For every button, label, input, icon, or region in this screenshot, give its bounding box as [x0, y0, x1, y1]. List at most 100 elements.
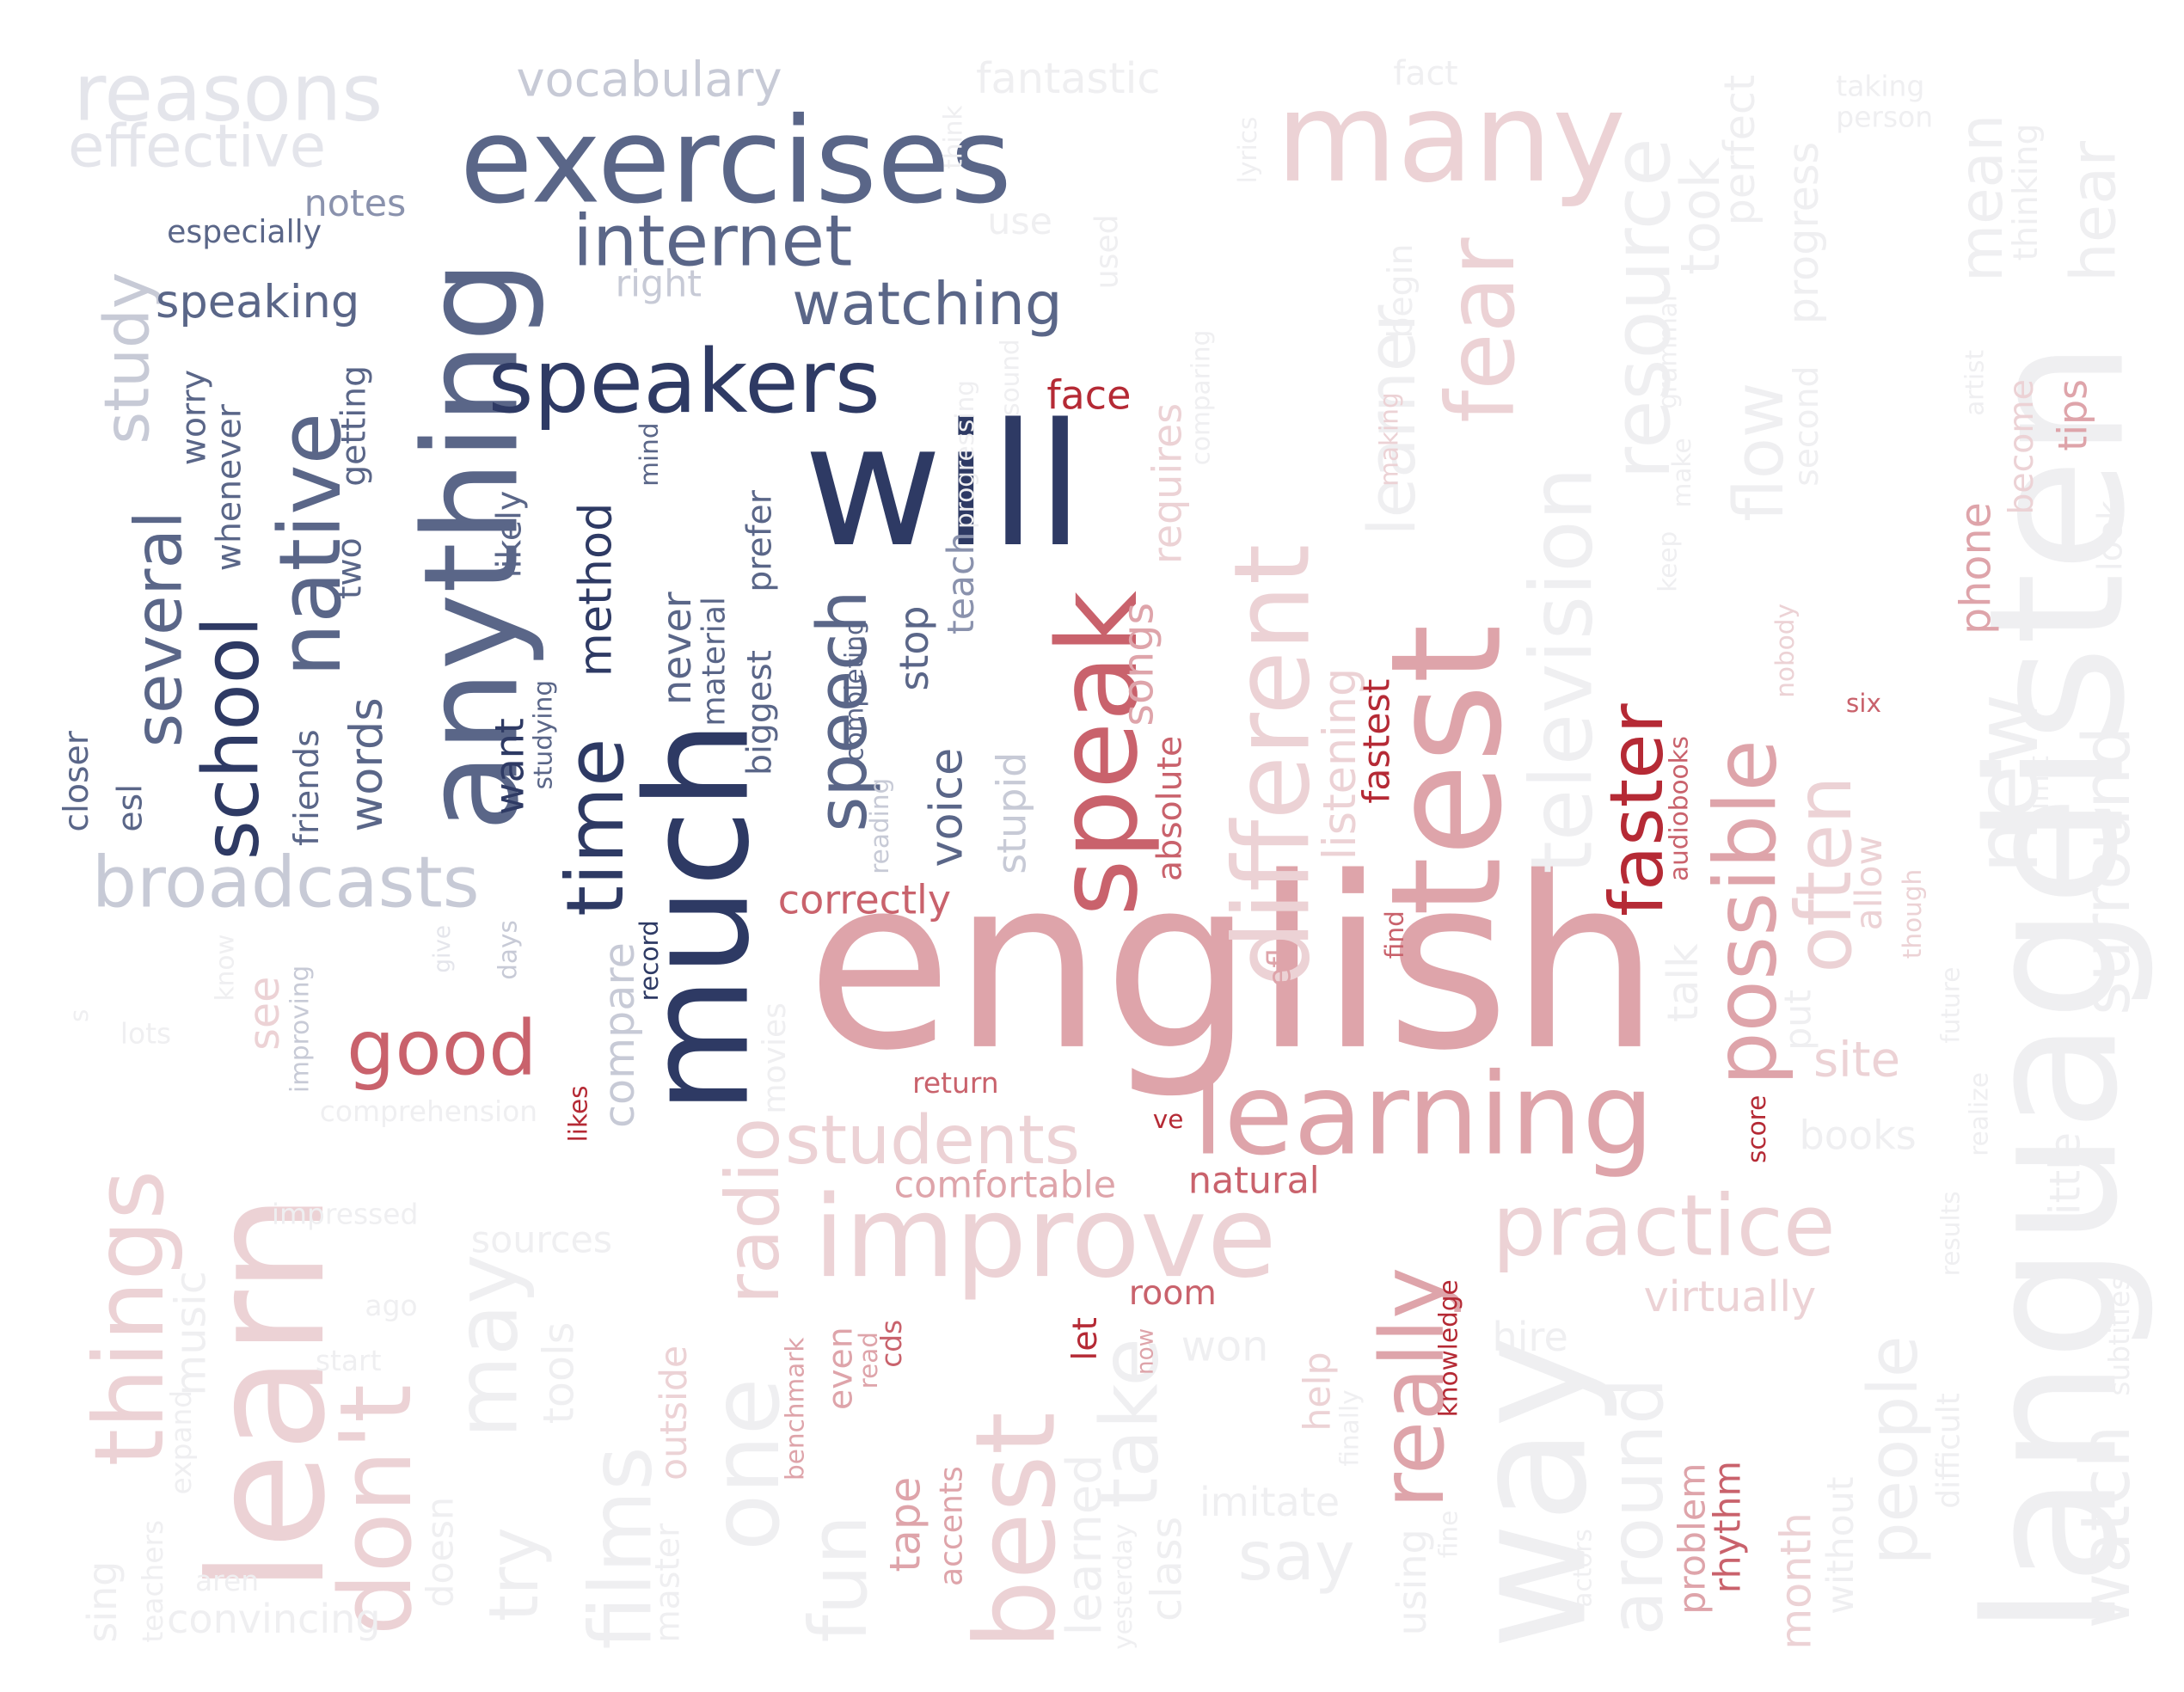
- word-hire: hire: [1493, 1314, 1568, 1360]
- word-especially: especially: [167, 213, 322, 250]
- word-correctly: correctly: [778, 877, 951, 923]
- word-requires: requires: [1144, 403, 1191, 564]
- word-virtually: virtually: [1644, 1272, 1817, 1321]
- word-return: return: [912, 1067, 999, 1100]
- word-progressing: progressing: [950, 380, 979, 529]
- word-people: people: [1854, 1336, 1933, 1566]
- word-radio: radio: [711, 1118, 796, 1304]
- word-rhythm: rhythm: [1706, 1461, 1749, 1593]
- word-imitate: imitate: [1199, 1479, 1340, 1525]
- word-lots: lots: [120, 1018, 171, 1051]
- word-method: method: [570, 503, 623, 677]
- word-score: score: [1742, 1095, 1771, 1163]
- word-perfect: perfect: [1715, 75, 1764, 226]
- word-problem: problem: [1671, 1462, 1714, 1614]
- word-even: even: [820, 1327, 860, 1410]
- word-often: often: [1780, 776, 1868, 972]
- word-person: person: [1836, 101, 1933, 134]
- word-record: record: [635, 920, 664, 1001]
- word-ve: ve: [1153, 1105, 1184, 1134]
- word-taking: taking: [1836, 70, 1924, 103]
- word-listen: listen: [1949, 340, 2166, 846]
- word-really: really: [1362, 1267, 1464, 1509]
- word-television: television: [1514, 467, 1612, 874]
- word-keep: keep: [1653, 531, 1682, 592]
- word-face: face: [1046, 372, 1131, 419]
- word-hear: hear: [2058, 141, 2130, 282]
- word-using: using: [1389, 1529, 1435, 1635]
- word-music: music: [165, 1271, 215, 1395]
- word-study: study: [92, 272, 164, 444]
- word-artist: artist: [1960, 350, 1989, 416]
- word-two: two: [329, 537, 369, 599]
- word-esl: esl: [110, 784, 150, 832]
- word-subtitles: subtitles: [2103, 1276, 2136, 1396]
- word-find: find: [1380, 910, 1409, 959]
- word-think: think: [939, 105, 968, 169]
- word-tape: tape: [880, 1477, 929, 1572]
- word-comprehension: comprehension: [320, 1095, 537, 1128]
- word-studying: studying: [529, 680, 558, 789]
- word-making: making: [1374, 392, 1403, 487]
- word-fact: fact: [1393, 53, 1457, 93]
- word-movies: movies: [756, 1002, 793, 1114]
- word-broadcasts: broadcasts: [92, 843, 480, 924]
- word-without: without: [1819, 1477, 1862, 1615]
- word-language: language: [1947, 795, 2157, 1635]
- word-site: site: [1813, 1032, 1900, 1088]
- word-english: english: [807, 827, 1660, 1103]
- word-actors: actors: [1568, 1529, 1598, 1607]
- word-watch: watch: [2066, 1425, 2145, 1629]
- word-sources: sources: [471, 1218, 612, 1261]
- word-right: right: [616, 262, 702, 305]
- word-notes: notes: [304, 182, 407, 225]
- word-won: won: [1181, 1321, 1269, 1371]
- word-took: took: [1669, 157, 1732, 275]
- word-anything: anything: [396, 260, 547, 831]
- word-absolute: absolute: [1150, 736, 1190, 881]
- word-convincing: convincing: [167, 1596, 380, 1642]
- word-results: results: [1936, 1191, 1965, 1276]
- word-students: students: [785, 1100, 1080, 1180]
- word-finally: finally: [1334, 1389, 1364, 1466]
- word-speech: speech: [803, 591, 882, 832]
- word-getting: getting: [334, 365, 373, 487]
- word-test: test: [1358, 624, 1536, 916]
- word-six: six: [1846, 689, 1881, 718]
- word-films: films: [574, 1446, 672, 1649]
- word-never: never: [653, 592, 700, 705]
- word-different: different: [1212, 544, 1334, 987]
- word-material: material: [695, 597, 732, 726]
- word-say: say: [1237, 1517, 1354, 1596]
- word-second: second: [1787, 365, 1826, 486]
- word-comparing: comparing: [1186, 330, 1215, 466]
- word-future: future: [1936, 967, 1965, 1044]
- word-read: read: [854, 1332, 883, 1389]
- word-cds: cds: [875, 1320, 908, 1368]
- word-things: things: [74, 1170, 186, 1467]
- word-many: many: [1276, 66, 1626, 211]
- word-difficult: difficult: [1929, 1393, 1966, 1509]
- word-help: help: [1296, 1352, 1339, 1431]
- word-reasons: reasons: [74, 47, 383, 139]
- word-benchmark: benchmark: [780, 1337, 809, 1480]
- word-efl: efl: [1261, 948, 1298, 987]
- word-books: books: [1800, 1113, 1917, 1159]
- word-begin: begin: [1381, 244, 1420, 339]
- word-audiobooks: audiobooks: [1665, 736, 1694, 881]
- word-class: class: [1142, 1517, 1192, 1622]
- word-make: make: [1667, 438, 1696, 507]
- word-start: start: [316, 1345, 382, 1377]
- word-mean: mean: [1948, 114, 2016, 282]
- word-fun: fun: [793, 1515, 885, 1643]
- word-teachers: teachers: [137, 1520, 169, 1643]
- word-speak: speak: [1034, 591, 1163, 916]
- word-mind: mind: [635, 422, 664, 486]
- word-expand: expand: [165, 1390, 198, 1495]
- word-possible: possible: [1697, 739, 1795, 1086]
- word-now: now: [1133, 1328, 1159, 1375]
- word-realize: realize: [1964, 1072, 1993, 1156]
- word-ago: ago: [365, 1290, 417, 1322]
- word-time: time: [549, 739, 641, 916]
